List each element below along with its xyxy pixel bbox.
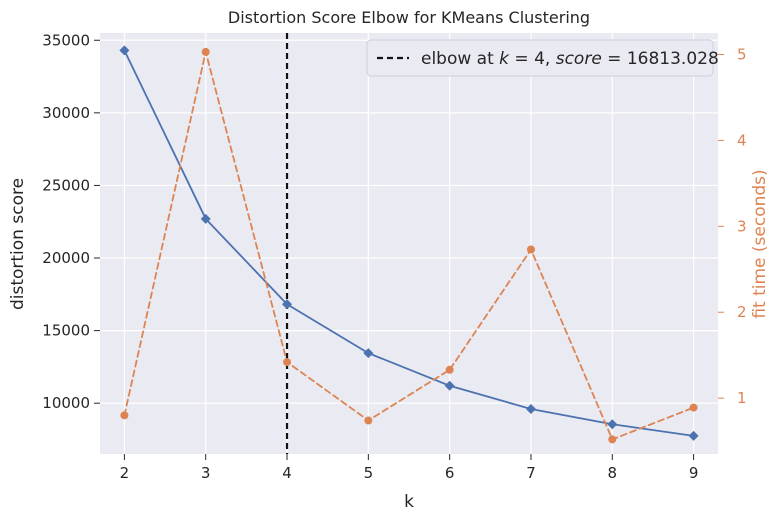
bottom-tick-label: 3 [201,464,211,482]
legend-label-k-symbol: k [499,49,510,69]
legend-label-k-value: = 4, [509,49,556,69]
left-tick-label: 25000 [42,176,90,194]
distortion-score-marker [363,348,374,359]
fit-time-line [123,51,695,441]
fit-time-marker [526,245,535,254]
right-tick-label: 2 [737,303,747,321]
fit-time-marker [364,416,373,425]
bottom-tick-label: 6 [445,464,455,482]
bottom-tick-label: 8 [608,464,618,482]
bottom-tick-label: 7 [526,464,536,482]
distortion-score-marker [525,403,536,414]
left-tick-label: 30000 [42,104,90,122]
fit-time-marker [445,365,454,374]
fit-time-marker [201,47,210,56]
right-tick-label: 1 [737,389,747,407]
left-tick-label: 15000 [42,322,90,340]
bottom-tick-label: 9 [689,464,699,482]
x-axis-label: k [404,492,414,512]
legend: elbow at k = 4, score = 16813.028 [366,39,719,77]
bottom-tick-label: 5 [364,464,374,482]
legend-label-score-value: = 16813.028 [602,49,719,69]
fit-time-marker [120,411,129,420]
bottom-tick-label: 4 [282,464,292,482]
right-tick-label: 5 [737,45,747,63]
legend-label-prefix: elbow at [421,49,499,69]
plot-background [100,33,718,454]
distortion-score-line [123,49,695,437]
y-axis-label: distortion score [8,178,28,310]
left-axis-ticks: 10000 15000 20000 25000 30000 35000 [42,31,100,412]
distortion-score-marker [688,430,699,441]
distortion-score-marker [119,45,130,56]
fit-time-marker [283,358,292,367]
right-axis-ticks: 1 2 3 4 5 [718,45,747,407]
legend-elbow-label: elbow at k = 4, score = 16813.028 [421,49,719,69]
fit-time-marker [608,435,617,444]
bottom-axis-ticks: 2 3 4 5 6 7 8 9 [120,454,699,482]
right-y-axis-label: fit time (seconds) [750,169,770,318]
left-tick-label: 35000 [42,31,90,49]
left-tick-label: 10000 [42,394,90,412]
bottom-tick-label: 2 [120,464,130,482]
distortion-score-marker [282,299,293,310]
legend-box [366,39,714,77]
fit-time-marker [689,403,698,412]
right-tick-label: 4 [737,131,747,149]
legend-label-score-symbol: score [556,49,602,69]
distortion-score-marker [200,213,211,224]
series-layer [119,33,699,454]
chart-title: Distortion Score Elbow for KMeans Cluste… [228,8,590,27]
distortion-score-marker [444,380,455,391]
left-tick-label: 20000 [42,249,90,267]
right-tick-label: 3 [737,217,747,235]
distortion-score-marker [607,419,618,430]
